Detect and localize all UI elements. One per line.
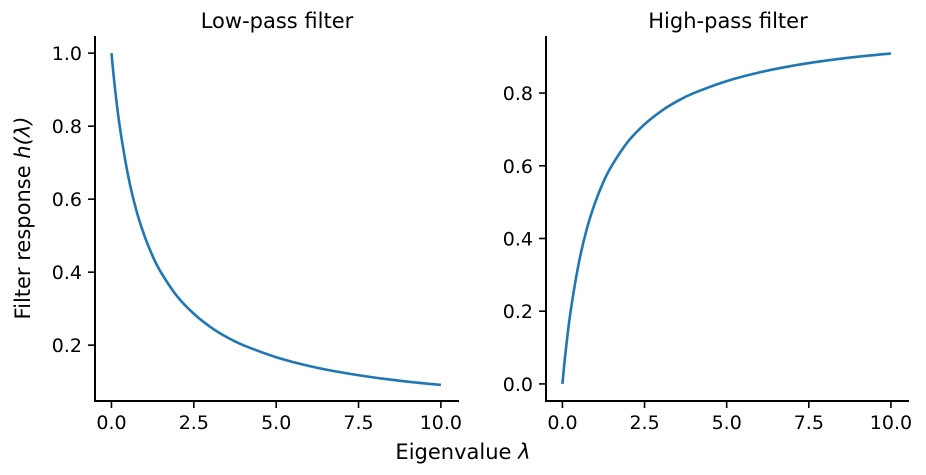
x-tick-label: 0.0 [547,412,577,434]
x-axis-label: Eigenvalue λ [395,440,530,464]
x-tick-label: 10.0 [420,412,462,434]
x-tick-label: 5.0 [261,412,291,434]
y-tick-label: 0.4 [52,262,82,284]
y-tick-label: 0.4 [503,228,533,250]
x-tick-label: 7.5 [343,412,373,434]
x-tick-label: 5.0 [712,412,742,434]
high-pass-axes: 0.0 2.5 5.0 7.5 10.0 0.0 0.2 0.4 0.6 0.8 [503,36,912,434]
left-plot-title: Low-pass filter [201,9,354,33]
x-tick-label: 2.5 [179,412,209,434]
x-axis-label-symbol: λ [517,440,530,464]
x-axis-label-text: Eigenvalue [395,440,518,464]
y-tick-label: 0.2 [52,335,82,357]
high-pass-line [561,52,892,385]
low-pass-axes: 0.0 2.5 5.0 7.5 10.0 0.2 0.4 0.6 0.8 1.0 [52,36,462,434]
y-axis-label: Filter response h(λ) [11,117,35,320]
x-tick-label: 0.0 [96,412,126,434]
x-tick-label: 2.5 [629,412,659,434]
low-pass-line [110,53,442,387]
y-tick-label: 1.0 [52,43,82,65]
y-tick-label: 0.6 [52,189,82,211]
y-tick-label: 0.0 [503,374,533,396]
y-tick-label: 0.8 [503,83,533,105]
y-axis-label-text: Filter response [11,159,35,320]
y-tick-label: 0.2 [503,301,533,323]
right-plot-title: High-pass filter [648,9,808,33]
x-tick-label: 7.5 [794,412,824,434]
x-tick-label: 10.0 [870,412,912,434]
y-tick-label: 0.6 [503,156,533,178]
y-axis-label-symbol: h(λ) [11,117,35,159]
y-tick-label: 0.8 [52,116,82,138]
